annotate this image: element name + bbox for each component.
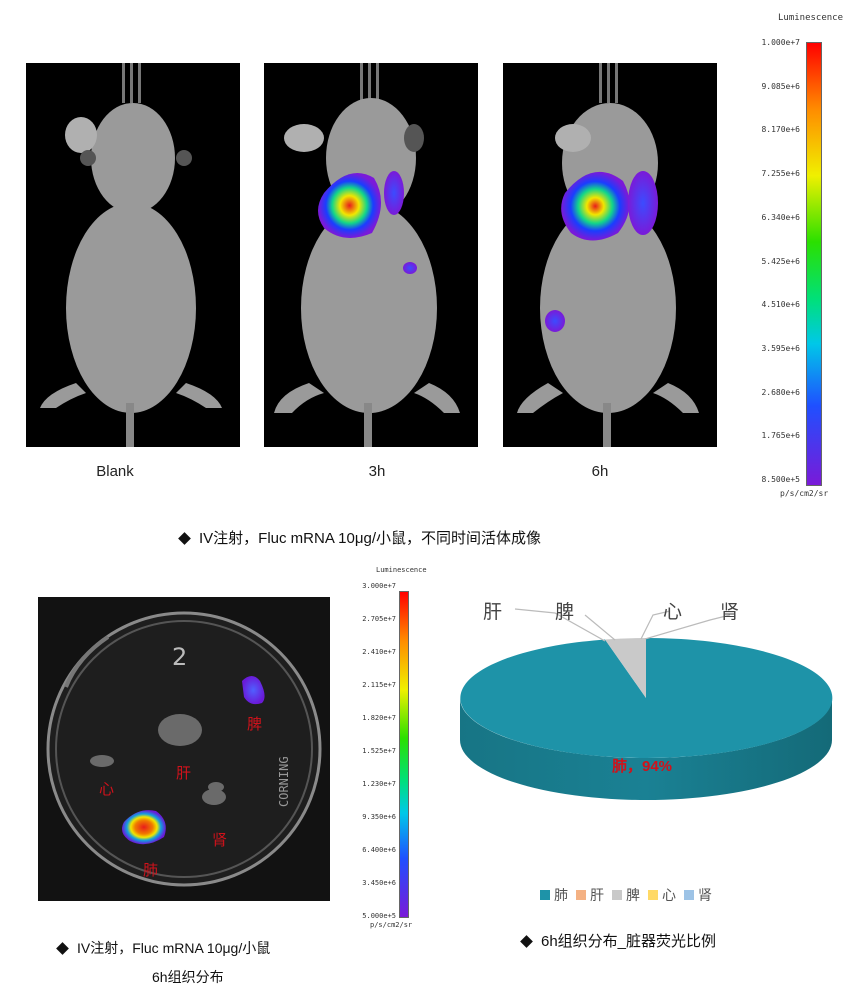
pie-outer-label-kidney: 肾 <box>720 602 740 623</box>
pie-slice-lung <box>460 637 833 758</box>
legend-label: 肝 <box>590 887 604 903</box>
organ-label-heart: 心 <box>99 781 115 798</box>
legend-label: 肺 <box>554 887 568 903</box>
organ-label-kidney: 肾 <box>212 832 228 849</box>
top-scale-bar <box>806 42 822 486</box>
dish-mark: 2 <box>172 643 187 671</box>
organ-label-lung: 肺 <box>143 862 159 879</box>
bottom-scale-tick: 5.000e+5 <box>362 912 396 920</box>
bullet-diamond-icon <box>520 934 533 948</box>
dish-side-mark: CORNING <box>277 756 291 807</box>
bottom-scale-tick: 9.350e+6 <box>362 813 396 821</box>
leader-line-heart <box>640 610 671 640</box>
bottom-scale-tick: 2.705e+7 <box>362 615 396 623</box>
bottom-scale-tick: 3.450e+6 <box>362 879 396 887</box>
leader-line-kidney <box>644 614 731 640</box>
panel-label-6h: 6h <box>591 463 609 480</box>
top-scale-tick: 8.170e+6 <box>761 125 800 135</box>
top-scale-tick: 3.595e+6 <box>761 343 800 353</box>
bottom-scale-unit: p/s/cm2/sr <box>370 921 413 929</box>
top-scale-tick: 1.000e+7 <box>761 38 800 47</box>
pie-outer-label-heart: 心 <box>663 602 683 623</box>
dish-image: 2 CORNING <box>38 597 330 901</box>
top-scale-tick: 9.085e+6 <box>761 81 800 91</box>
bottom-scale-tick: 2.410e+7 <box>362 648 396 656</box>
pie-outer-label-liver: 肝 <box>483 602 503 623</box>
mouse-image-blank <box>26 63 240 447</box>
panel-label-3h: 3h <box>368 463 386 480</box>
leader-line-liver <box>514 608 606 642</box>
organ-label-spleen: 脾 <box>247 716 263 733</box>
mouse-image-3h <box>264 63 478 447</box>
top-scale-title: Luminescence <box>778 13 844 23</box>
mouse-image-6h <box>503 63 717 447</box>
panel-label-blank: Blank <box>96 463 134 480</box>
legend-swatch <box>684 890 694 901</box>
bottom-left-caption-line1: IV注射，Fluc mRNA 10μg/小鼠 <box>56 938 270 958</box>
legend-swatch <box>612 890 622 901</box>
legend-label: 心 <box>662 887 676 903</box>
legend-swatch <box>576 890 586 901</box>
bottom-scale-tick: 2.115e+7 <box>362 681 396 689</box>
top-scale-unit: p/s/cm2/sr <box>780 489 829 498</box>
top-scale-tick: 8.500e+5 <box>761 475 800 484</box>
pie-legend: 肺肝脾心肾 <box>532 885 712 905</box>
pie-chart <box>460 608 833 800</box>
pie-data-label-lung: 肺，94% <box>612 758 673 775</box>
legend-label: 脾 <box>626 887 640 903</box>
top-scale-tick: 6.340e+6 <box>761 212 800 222</box>
bullet-diamond-icon <box>56 941 69 955</box>
legend-swatch <box>648 890 658 901</box>
top-scale-tick: 4.510e+6 <box>761 300 800 310</box>
top-scale-tick: 1.765e+6 <box>761 431 800 441</box>
bottom-scale-tick: 1.820e+7 <box>362 714 396 722</box>
organ-label-liver: 肝 <box>176 765 192 782</box>
bottom-scale-tick: 3.000e+7 <box>362 582 396 590</box>
top-scale-tick: 7.255e+6 <box>761 169 800 179</box>
legend-swatch <box>540 890 550 901</box>
bottom-scale-tick: 6.400e+6 <box>362 846 396 854</box>
pie-side-wall <box>460 698 832 800</box>
pie-caption: 6h组织分布_脏器荧光比例 <box>520 930 716 951</box>
bottom-scale-bar <box>399 591 409 918</box>
bottom-left-caption-line2: 6h组织分布 <box>152 969 224 985</box>
legend-label: 肾 <box>698 887 712 903</box>
pie-outer-label-spleen: 脾 <box>555 602 575 623</box>
bottom-scale-tick: 1.230e+7 <box>362 780 396 788</box>
bottom-scale-title: Luminescence <box>376 566 427 574</box>
bullet-diamond-icon <box>178 531 191 545</box>
top-caption: IV注射，Fluc mRNA 10μg/小鼠，不同时间活体成像 <box>178 527 541 548</box>
pie-slice-spleen <box>605 638 646 698</box>
top-scale-tick: 5.425e+6 <box>761 256 800 266</box>
leader-line-spleen <box>584 614 616 641</box>
top-scale-tick: 2.680e+6 <box>761 387 800 397</box>
bottom-scale-tick: 1.525e+7 <box>362 747 396 755</box>
